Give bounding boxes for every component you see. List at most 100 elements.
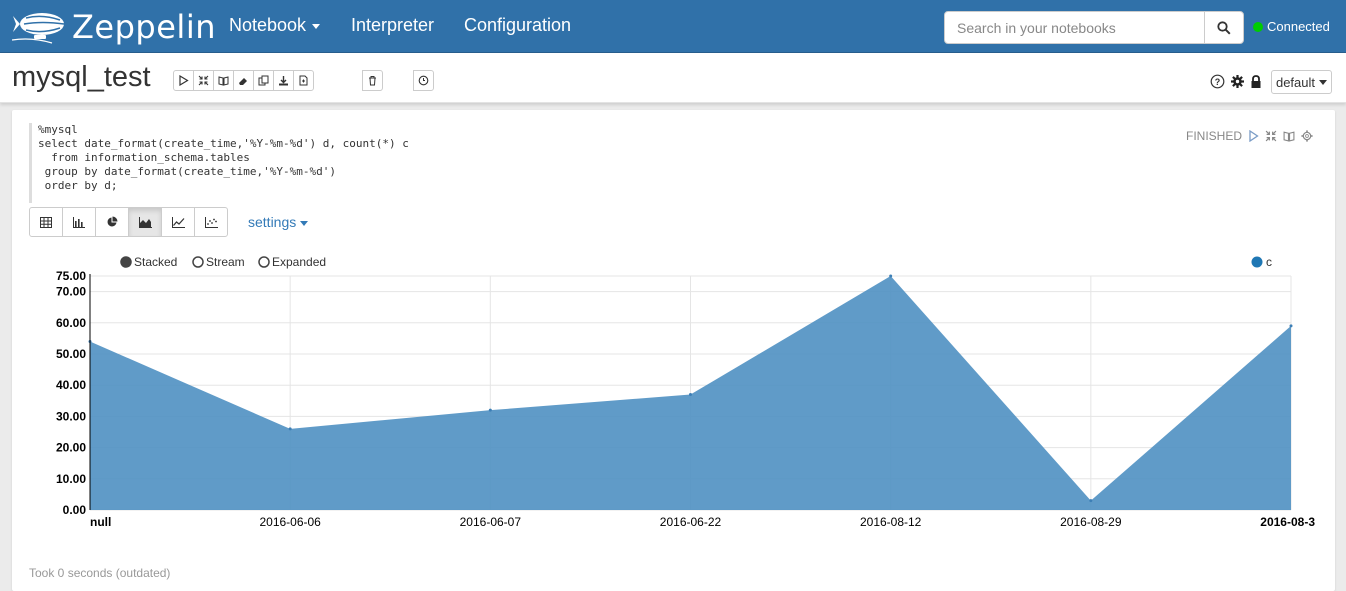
paragraph-controls: FINISHED bbox=[1186, 129, 1313, 143]
status-dot-icon bbox=[1253, 21, 1263, 32]
pie-chart-icon bbox=[107, 216, 118, 227]
zeppelin-logo-icon bbox=[12, 13, 65, 44]
code-editor[interactable]: %mysql select date_format(create_time,'%Y… bbox=[29, 123, 529, 203]
stack-mode-label[interactable]: Expanded bbox=[272, 255, 326, 269]
delete-note-button[interactable] bbox=[362, 70, 383, 91]
nav-notebook-menu[interactable]: Notebook bbox=[229, 15, 321, 36]
search-input[interactable] bbox=[944, 11, 1205, 44]
gear-icon[interactable] bbox=[1301, 130, 1313, 142]
download-icon bbox=[279, 76, 288, 86]
viz-line-button[interactable] bbox=[161, 207, 195, 237]
scatter-chart-icon bbox=[204, 216, 218, 228]
y-tick-label: 0.00 bbox=[63, 503, 87, 517]
clock-icon bbox=[418, 75, 429, 86]
legend-label: c bbox=[1266, 255, 1272, 269]
data-point bbox=[288, 427, 292, 431]
viz-pie-button[interactable] bbox=[95, 207, 129, 237]
code-line: select date_format(create_time,'%Y-%m-%d… bbox=[38, 137, 409, 150]
stack-mode-radio[interactable] bbox=[120, 256, 132, 268]
scheduler-button[interactable] bbox=[413, 70, 434, 91]
paragraph: %mysql select date_format(create_time,'%Y… bbox=[12, 110, 1335, 591]
interpreter-binding-label: default bbox=[1275, 74, 1316, 90]
chevron-down-icon bbox=[300, 220, 309, 226]
stack-mode-radio[interactable] bbox=[192, 256, 204, 268]
y-tick-label: 30.00 bbox=[56, 409, 86, 423]
settings-label: settings bbox=[248, 214, 297, 230]
brand-name: Zeppelin bbox=[72, 8, 216, 46]
note-title[interactable]: mysql_test bbox=[12, 61, 151, 93]
table-icon bbox=[40, 216, 52, 228]
data-point bbox=[689, 393, 692, 397]
eraser-icon bbox=[239, 78, 247, 85]
stack-mode-label[interactable]: Stacked bbox=[134, 255, 177, 269]
clone-note-button[interactable] bbox=[253, 70, 274, 91]
y-tick-label: 20.00 bbox=[56, 441, 86, 455]
note-settings-icons: ? bbox=[1210, 74, 1262, 89]
nav-notebook-label: Notebook bbox=[229, 15, 307, 35]
export-note-button[interactable] bbox=[273, 70, 294, 91]
legend-marker[interactable] bbox=[1251, 256, 1263, 268]
hide-output-icon bbox=[218, 76, 229, 86]
chevron-down-icon bbox=[1319, 79, 1328, 85]
copy-icon bbox=[258, 75, 269, 86]
scheduler-group bbox=[413, 70, 434, 91]
area-chart-icon bbox=[138, 216, 152, 228]
lock-icon[interactable] bbox=[1250, 74, 1262, 89]
hide-code-icon[interactable] bbox=[1265, 130, 1277, 142]
hide-output-icon[interactable] bbox=[1283, 130, 1295, 142]
play-icon bbox=[179, 75, 189, 86]
run-all-button[interactable] bbox=[173, 70, 194, 91]
y-tick-label: 75.00 bbox=[56, 269, 86, 283]
x-tick-label: 2016-06-22 bbox=[660, 515, 722, 529]
gear-icon[interactable] bbox=[1230, 74, 1245, 89]
hide-code-button[interactable] bbox=[193, 70, 214, 91]
play-icon[interactable] bbox=[1248, 130, 1259, 142]
viz-scatter-button[interactable] bbox=[194, 207, 228, 237]
trash-icon bbox=[369, 76, 376, 86]
x-tick-label: 2016-08-29 bbox=[1060, 515, 1122, 529]
settings-toggle[interactable]: settings bbox=[248, 214, 309, 230]
navbar: Zeppelin Notebook Interpreter Configurat… bbox=[0, 0, 1346, 53]
code-line: from information_schema.tables bbox=[38, 151, 250, 164]
data-point bbox=[889, 274, 893, 278]
nav-configuration[interactable]: Configuration bbox=[464, 15, 572, 35]
viz-area-button[interactable] bbox=[128, 207, 162, 237]
y-tick-label: 50.00 bbox=[56, 347, 86, 361]
note-header: mysql_test ? bbox=[0, 53, 1346, 103]
nav-interpreter[interactable]: Interpreter bbox=[351, 15, 435, 35]
help-icon[interactable]: ? bbox=[1210, 74, 1225, 89]
code-line: %mysql bbox=[38, 123, 78, 136]
search-button[interactable] bbox=[1204, 11, 1244, 44]
code-line: group by date_format(create_time,'%Y-%m-… bbox=[38, 165, 337, 178]
version-control-button[interactable] bbox=[293, 70, 314, 91]
visualization-buttons bbox=[29, 207, 228, 237]
search-icon bbox=[1217, 20, 1231, 35]
interpreter-binding-dropdown[interactable]: default bbox=[1271, 70, 1332, 94]
x-tick-label: null bbox=[90, 515, 111, 529]
line-chart-icon bbox=[171, 216, 185, 228]
x-tick-label: 2016-08-3 bbox=[1260, 515, 1315, 529]
y-tick-label: 60.00 bbox=[56, 316, 86, 330]
x-tick-label: 2016-06-06 bbox=[259, 515, 321, 529]
viz-bar-button[interactable] bbox=[62, 207, 96, 237]
stack-mode-label[interactable]: Stream bbox=[206, 255, 245, 269]
brand[interactable]: Zeppelin bbox=[12, 8, 216, 46]
data-point bbox=[1289, 324, 1293, 328]
clear-output-button[interactable] bbox=[233, 70, 254, 91]
chart-container: Stacked Stream Expanded c 0.00 10.00 20.00 30.0… bbox=[12, 245, 1335, 535]
stack-mode-radio[interactable] bbox=[258, 256, 270, 268]
trash-group bbox=[362, 70, 383, 91]
area-chart: Stacked Stream Expanded c 0.00 10.00 20.00 30.0… bbox=[56, 255, 1315, 529]
connection-status: Connected bbox=[1253, 19, 1330, 34]
y-tick-label: 10.00 bbox=[56, 472, 86, 486]
paragraph-status: FINISHED bbox=[1185, 129, 1242, 143]
bar-chart-icon bbox=[73, 216, 85, 228]
chevron-down-icon bbox=[312, 23, 321, 29]
data-point bbox=[1089, 499, 1093, 503]
x-tick-label: 2016-08-12 bbox=[860, 515, 922, 529]
svg-text:?: ? bbox=[1215, 77, 1221, 87]
x-tick-label: 2016-06-07 bbox=[460, 515, 522, 529]
hide-output-button[interactable] bbox=[213, 70, 234, 91]
connection-label: Connected bbox=[1267, 19, 1330, 34]
viz-table-button[interactable] bbox=[29, 207, 63, 237]
